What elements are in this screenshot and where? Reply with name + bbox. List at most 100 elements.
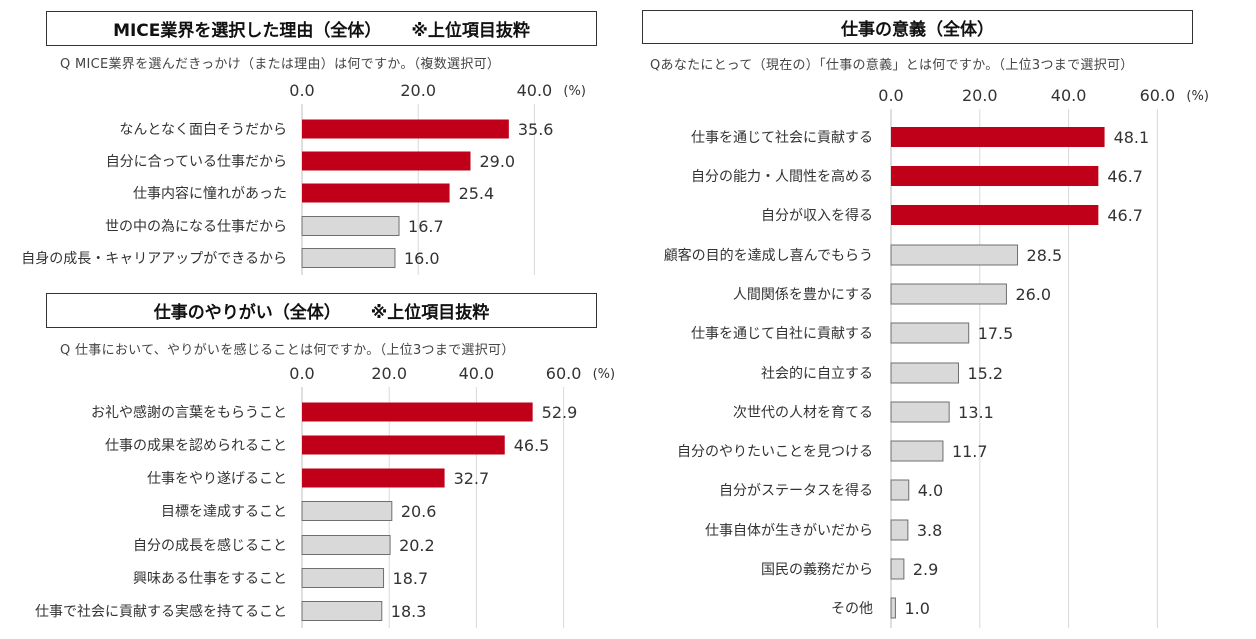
yarigai-value-label: 18.7 [393,569,429,588]
igi-bar [890,519,909,541]
igi-category-label: 国民の義務だから [761,561,873,578]
yarigai-tick-label: 20.0 [371,364,407,383]
igi-value-label: 46.7 [1107,206,1143,225]
yarigai-value-label: 20.6 [401,502,437,521]
igi-value-label: 11.7 [952,442,988,461]
igi-tick-label: 40.0 [1051,86,1087,105]
yarigai-bar [301,501,393,521]
yarigai-category-label: 自分の成長を感じること [133,537,287,554]
igi-chart-title: 仕事の意義（全体） [841,19,994,40]
igi-category-label: その他 [831,601,873,617]
igi-value-label: 3.8 [917,521,942,540]
igi-category-label: 人間関係を豊かにする [733,287,873,303]
igi-value-label: 1.0 [904,599,929,618]
yarigai-chart-question: Q 仕事において、やりがいを感じることは何ですか。（上位3つまで選択可） [60,343,515,358]
yarigai-category-label: 目標を達成すること [161,504,287,520]
yarigai-category-label: 仕事の成果を認められること [105,438,287,454]
igi-value-label: 13.1 [958,403,994,422]
igi-tick-label: 20.0 [962,86,998,105]
igi-category-label: 次世代の人材を育てる [733,405,873,421]
igi-bar [890,479,910,501]
mice-category-label: なんとなく面白そうだから [119,122,287,138]
yarigai-tick-label: 60.0 [546,364,582,383]
igi-bar [890,244,1019,266]
igi-chart-question: Qあなたにとって（現在の）「仕事の意義」とは何ですか。（上位3つまで選択可） [650,58,1134,73]
yarigai-value-label: 52.9 [542,403,578,422]
yarigai-chart-title-box: 仕事のやりがい（全体） ※上位項目抜粋 [46,293,597,328]
igi-category-label: 顧客の目的を達成し喜んでもらう [664,247,873,264]
mice-bar [302,119,509,139]
mice-category-label: 自身の成長・キャリアアップができるから [21,251,287,267]
yarigai-unit-label: (%) [593,367,616,382]
mice-category-label: 自分に合っている仕事だから [106,154,287,170]
igi-value-label: 2.9 [913,560,938,579]
igi-value-label: 4.0 [918,481,943,500]
yarigai-category-label: 仕事をやり遂げること [147,471,287,487]
igi-category-label: 仕事を通じて社会に貢献する [691,130,873,146]
yarigai-category-label: 興味ある仕事をすること [133,571,287,587]
igi-tick-label: 60.0 [1140,86,1176,105]
mice-chart-title: MICE業界を選択した理由（全体） [113,21,382,41]
igi-value-label: 28.5 [1027,246,1063,265]
mice-bar [302,183,450,203]
yarigai-value-label: 18.3 [391,602,427,621]
yarigai-tick-label: 0.0 [289,364,314,383]
igi-category-label: 自分の能力・人間性を高める [691,168,873,185]
igi-tick-label: 0.0 [878,86,903,105]
igi-value-label: 17.5 [978,324,1014,343]
igi-bar [891,127,1105,147]
igi-bar [890,322,970,344]
igi-value-label: 48.1 [1114,128,1150,147]
mice-chart-note: ※上位項目抜粋 [411,21,530,41]
yarigai-bar [302,402,533,422]
igi-category-label: 自分のやりたいことを見つける [677,444,873,460]
yarigai-value-label: 20.2 [399,536,435,555]
mice-value-label: 16.7 [408,217,444,236]
mice-category-label: 世の中の為になる仕事だから [105,219,287,235]
mice-chart-question: Q MICE業界を選んだきっかけ（または理由）は何ですか。（複数選択可） [60,57,501,72]
yarigai-category-label: お礼や感謝の言葉をもらうこと [91,404,287,421]
igi-bar [890,362,959,384]
mice-bar [302,151,471,171]
igi-bar [890,401,950,423]
yarigai-chart-note: ※上位項目抜粋 [370,303,490,323]
mice-chart-title-box: MICE業界を選択した理由（全体） ※上位項目抜粋 [46,11,597,46]
igi-bar [891,166,1099,186]
yarigai-value-label: 46.5 [514,436,550,455]
igi-value-label: 26.0 [1015,285,1051,304]
mice-category-label: 仕事内容に憧れがあった [133,185,287,202]
igi-unit-label: (%) [1186,89,1209,104]
mice-bar [301,216,400,236]
yarigai-category-label: 仕事で社会に貢献する実感を持てること [35,603,287,620]
igi-bar [890,283,1007,305]
igi-bar [891,205,1099,225]
igi-bar [890,440,944,462]
igi-category-label: 社会的に自立する [761,366,873,382]
mice-value-label: 16.0 [404,249,440,268]
mice-value-label: 29.0 [479,152,515,171]
igi-bar [890,558,905,580]
yarigai-bar [301,601,383,621]
igi-category-label: 仕事を通じて自社に貢献する [691,326,873,342]
yarigai-chart-title: 仕事のやりがい（全体） [153,303,341,323]
igi-category-label: 自分が収入を得る [761,207,873,224]
mice-tick-label: 40.0 [517,81,553,100]
igi-value-label: 15.2 [967,364,1003,383]
yarigai-value-label: 32.7 [454,469,490,488]
mice-bar [301,248,396,268]
yarigai-bar [301,535,391,555]
mice-tick-label: 20.0 [400,81,436,100]
yarigai-tick-label: 40.0 [459,364,495,383]
mice-value-label: 35.6 [518,120,554,139]
yarigai-bar [301,568,385,588]
yarigai-bar [302,435,505,455]
igi-chart-title-box: 仕事の意義（全体） [642,10,1193,44]
mice-tick-label: 0.0 [289,81,314,100]
mice-value-label: 25.4 [459,184,495,203]
yarigai-bar [302,468,445,488]
mice-unit-label: (%) [563,84,586,99]
igi-value-label: 46.7 [1107,167,1143,186]
igi-category-label: 仕事自体が生きがいだから [705,523,873,539]
igi-category-label: 自分がステータスを得る [719,482,873,499]
